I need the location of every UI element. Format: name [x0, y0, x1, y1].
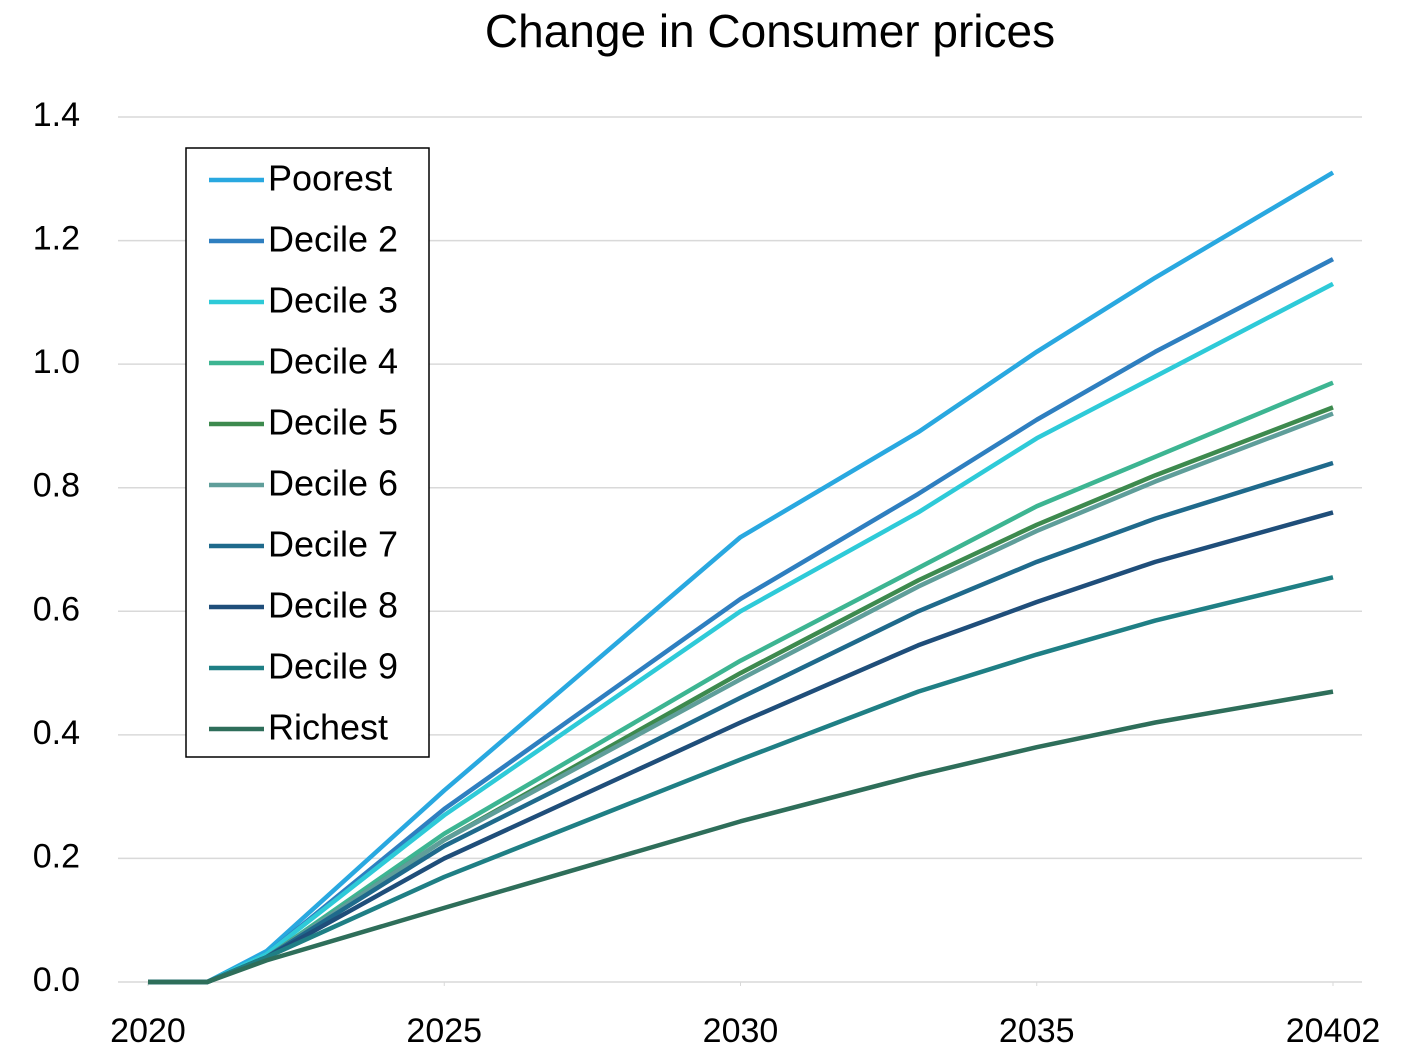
chart: Change in Consumer prices 0.0 0.2 0.4 0.6 0.…	[0, 0, 1422, 1054]
x-tick-label: 2030	[703, 1012, 779, 1050]
chart-title: Change in Consumer prices	[485, 5, 1055, 57]
legend-label: Decile 8	[268, 585, 398, 626]
y-tick-label: 0.6	[33, 590, 80, 628]
x-tick-label: 2020	[110, 1012, 186, 1050]
legend-label: Decile 6	[268, 463, 398, 504]
legend-label: Decile 2	[268, 219, 398, 260]
page: {"chart_data": {"type": "line", "title":…	[0, 0, 1422, 1054]
legend-label: Decile 5	[268, 402, 398, 443]
legend-label: Decile 3	[268, 280, 398, 321]
legend-label: Decile 4	[268, 341, 398, 382]
y-tick-label: 1.4	[33, 96, 80, 134]
x-tick-label: 20402	[1286, 1012, 1381, 1050]
legend-label: Poorest	[268, 158, 392, 199]
legend-label: Decile 9	[268, 646, 398, 687]
x-tick-label: 2035	[999, 1012, 1075, 1050]
y-tick-label: 0.8	[33, 467, 80, 505]
legend: Poorest Decile 2 Decile 3 Decile 4 Decile 5 D…	[186, 148, 429, 757]
y-tick-label: 1.0	[33, 343, 80, 381]
y-tick-label: 0.2	[33, 837, 80, 875]
y-tick-label: 0.4	[33, 714, 80, 752]
x-tick-label: 2025	[406, 1012, 482, 1050]
y-tick-label: 1.2	[33, 220, 80, 258]
legend-label: Decile 7	[268, 524, 398, 565]
legend-label: Richest	[268, 707, 388, 748]
y-tick-label: 0.0	[33, 961, 80, 999]
